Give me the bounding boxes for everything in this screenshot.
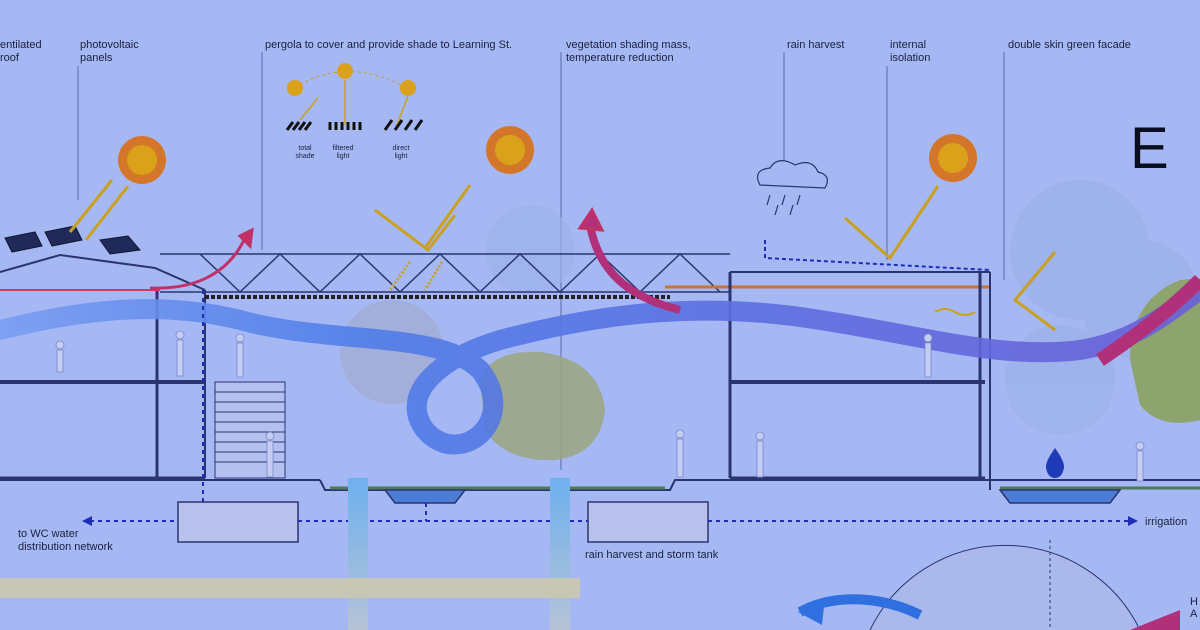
arrow-right-icon xyxy=(1128,516,1138,526)
sun-rays xyxy=(68,179,1057,332)
label-pergola: pergola to cover and provide shade to Le… xyxy=(265,39,513,51)
detail-inset xyxy=(797,540,1180,630)
label-storm-tank: rain harvest and storm tank xyxy=(585,549,719,561)
sun-center xyxy=(486,126,534,174)
label-rain-harvest: rain harvest xyxy=(787,39,845,51)
ground xyxy=(0,479,1200,491)
hot-air-arrows xyxy=(149,207,681,314)
underground-systems xyxy=(177,489,1122,543)
water-network-lines xyxy=(90,290,1130,522)
sun-right xyxy=(929,134,977,182)
sun-icons xyxy=(118,126,977,184)
label-filtered-light: filtered light xyxy=(332,145,354,160)
label-inset-partial: H A xyxy=(1190,596,1198,620)
label-irrigation: irrigation xyxy=(1145,516,1188,528)
label-double-skin: double skin green facade xyxy=(1008,39,1131,51)
building-right xyxy=(665,271,991,490)
airflow-ribbon xyxy=(0,280,1200,455)
label-internal-isolation: internal isolation xyxy=(890,39,931,64)
label-vegetation: vegetation shading mass, temperature red… xyxy=(566,39,691,64)
label-ventilated-roof: entilated roof xyxy=(0,39,42,64)
water-drop-icon xyxy=(1045,448,1065,478)
label-wc-network: to WC water distribution network xyxy=(18,528,113,553)
rain-cloud-icon xyxy=(757,160,828,216)
arrow-left-icon xyxy=(82,516,92,526)
label-total-shade: total shade xyxy=(295,145,315,160)
people-silhouettes xyxy=(55,330,1145,482)
pv-panels xyxy=(4,225,141,255)
shade-legend-diagram xyxy=(285,63,424,131)
rain-pipe xyxy=(764,240,991,271)
sun-left xyxy=(118,136,166,184)
building-left xyxy=(0,253,206,480)
label-photovoltaic: photovoltaic panels xyxy=(80,39,139,64)
vegetation-blob xyxy=(480,351,605,461)
pergola-truss xyxy=(160,252,730,299)
geothermal-pipes xyxy=(0,478,580,630)
heat-wave xyxy=(934,308,976,316)
staircase xyxy=(214,381,286,479)
section-letter: E xyxy=(1130,116,1169,181)
label-direct-light: direct light xyxy=(392,145,410,160)
